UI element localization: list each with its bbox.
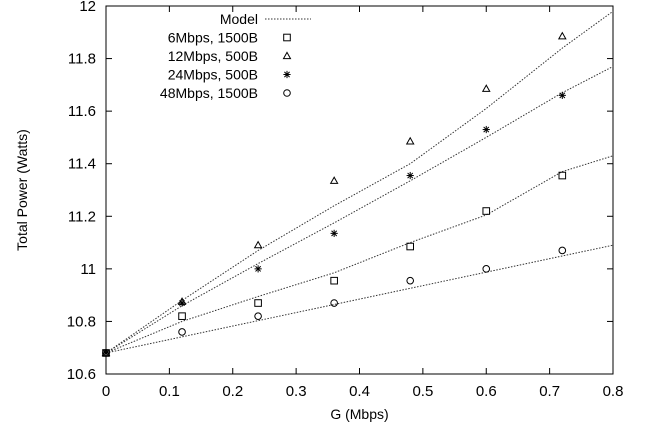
y-tick-label: 11.4 — [68, 156, 96, 173]
x-axis-label: G (Mbps) — [330, 406, 388, 422]
data-point-series-3 — [102, 349, 110, 357]
data-point-series-3 — [254, 265, 262, 273]
data-point-series-4 — [330, 299, 338, 307]
star-stroke — [103, 350, 109, 356]
x-tick-label: 0.2 — [222, 383, 243, 400]
y-tick-label: 10.6 — [67, 366, 96, 383]
x-tick-label: 0.4 — [349, 383, 370, 400]
data-point-series-3 — [330, 229, 338, 237]
data-point-series-3 — [482, 125, 490, 134]
data-point-series-2 — [481, 84, 491, 92]
data-point-series-1 — [178, 312, 186, 320]
y-axis-label: Total Power (Watts) — [14, 129, 30, 251]
axis-ticks: 0 0.1 0.2 0.3 0.4 0.5 0.6 0.7 0.8 10.6 10.8 11 11.2 1… — [67, 0, 624, 400]
star-stroke — [407, 172, 414, 179]
x-tick-label: 0.3 — [286, 383, 307, 400]
data-point-series-4 — [482, 265, 491, 273]
data-point-series-2 — [557, 31, 567, 40]
legend-label-series-3: 24Mbps, 500B — [168, 67, 258, 83]
data-point-series-1 — [254, 299, 262, 307]
model-lines — [105, 10, 614, 354]
data-point-series-4 — [254, 312, 262, 320]
data-point-series-1 — [406, 242, 414, 251]
data-point-series-1 — [558, 171, 567, 180]
x-tick-label: 0.8 — [603, 383, 624, 400]
legend-marker-series-3 — [283, 70, 291, 79]
x-tick-label: 0.7 — [539, 383, 560, 400]
data-points — [101, 31, 567, 357]
y-tick-label: 11.6 — [68, 103, 96, 120]
x-tick-label: 0.6 — [476, 383, 497, 400]
model-line-series-4 — [105, 244, 614, 354]
data-point-series-3 — [558, 91, 566, 99]
data-point-series-1 — [330, 276, 338, 285]
y-tick-label: 11.8 — [68, 51, 96, 68]
model-line-series-2 — [105, 10, 614, 354]
data-point-series-2 — [253, 240, 263, 249]
model-line-series-3 — [105, 66, 614, 354]
data-point-series-2 — [405, 136, 415, 145]
legend-marker-series-1 — [283, 33, 291, 42]
legend-label-series-1: 6Mbps, 1500B — [168, 30, 258, 46]
star-stroke — [483, 126, 490, 133]
star-stroke — [255, 265, 262, 272]
legend-label-model: Model — [220, 11, 258, 27]
data-point-series-1 — [482, 207, 491, 215]
data-point-series-4 — [558, 246, 567, 255]
data-point-series-2 — [329, 176, 339, 184]
data-point-series-4 — [178, 328, 186, 336]
star-stroke — [179, 300, 186, 306]
y-tick-label: 11.2 — [68, 208, 96, 225]
model-line-series-1 — [105, 155, 614, 354]
legend-label-series-2: 12Mbps, 500B — [168, 48, 258, 64]
data-point-series-3 — [406, 171, 414, 180]
data-point-series-3 — [178, 299, 186, 307]
y-tick-label: 12 — [79, 0, 96, 15]
star-stroke — [284, 71, 290, 78]
x-tick-label: 0.5 — [412, 383, 433, 400]
legend-marker-series-4 — [283, 89, 291, 97]
data-point-series-4 — [406, 276, 415, 285]
x-tick-label: 0 — [102, 383, 110, 400]
legend-marker-series-2 — [282, 51, 292, 60]
y-tick-label: 11 — [80, 261, 96, 278]
legend-label-series-4: 48Mbps, 1500B — [160, 85, 258, 101]
y-tick-label: 10.8 — [67, 313, 96, 330]
data-point-series-4 — [102, 349, 110, 357]
x-tick-label: 0.1 — [159, 383, 180, 400]
legend: Model 6Mbps, 1500B 12Mbps, 500B 24Mbps, 500… — [160, 11, 311, 101]
star-stroke — [331, 230, 338, 237]
star-stroke — [559, 92, 566, 99]
